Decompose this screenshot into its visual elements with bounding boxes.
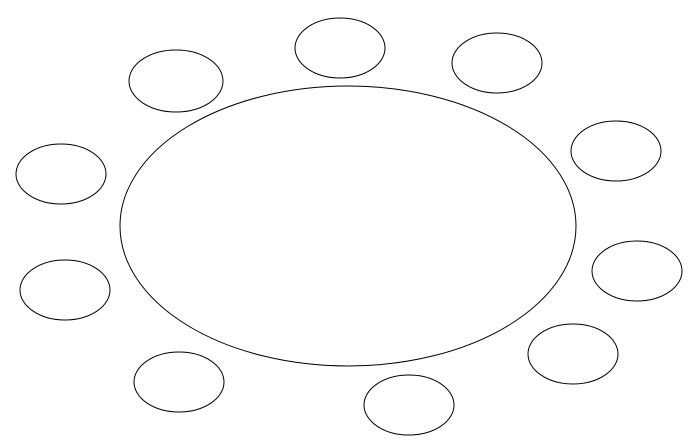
satellite-ellipse-7 bbox=[133, 351, 225, 413]
satellite-ellipse-6 bbox=[363, 374, 455, 436]
satellite-ellipse-4 bbox=[591, 240, 683, 302]
satellite-ellipse-2 bbox=[451, 32, 543, 94]
satellite-ellipse-8 bbox=[19, 259, 111, 321]
satellite-ellipse-10 bbox=[128, 49, 224, 113]
satellite-ellipse-3 bbox=[570, 120, 662, 182]
satellite-ellipse-9 bbox=[15, 143, 107, 205]
central-ellipse bbox=[119, 85, 577, 367]
satellite-ellipse-1 bbox=[294, 17, 386, 79]
satellite-ellipse-5 bbox=[527, 323, 619, 385]
